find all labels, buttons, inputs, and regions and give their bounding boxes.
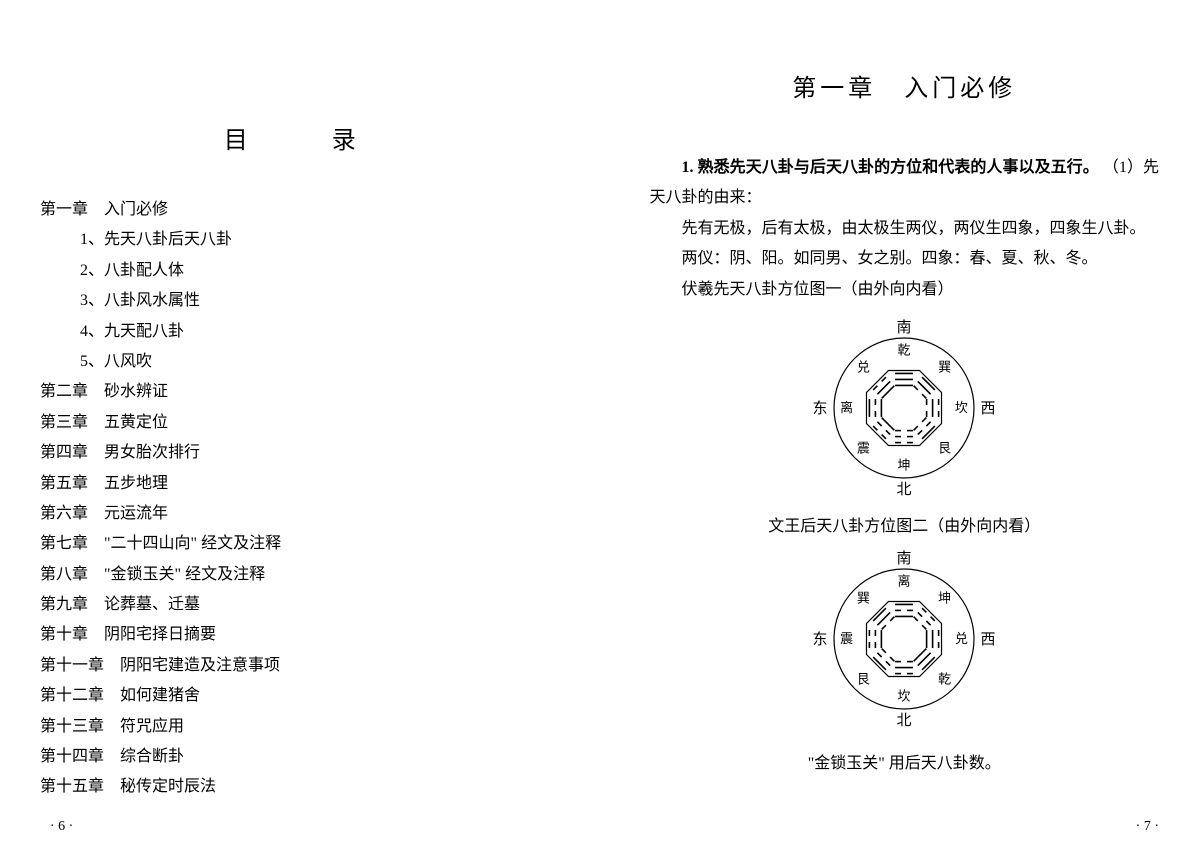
bagua-diagram-2: 离坤兑乾坎 艮 震 巽 南北 东 西: [650, 544, 1160, 739]
svg-text:坤: 坤: [938, 590, 951, 605]
toc-chapter: 第十四章 综合断卦: [40, 742, 570, 772]
para2: 先有无极，后有太极，由太极生两仪，两仪生四象，四象生八卦。: [650, 214, 1160, 244]
toc-sub-item: 2、八卦配人体: [80, 256, 570, 286]
toc-sub-item: 4、九天配八卦: [80, 317, 570, 347]
svg-text:东: 东: [813, 631, 828, 648]
toc-chapter: 第九章 论葬墓、迁墓: [40, 590, 570, 620]
toc-chapter: 第二章 砂水辨证: [40, 377, 570, 407]
svg-text:南: 南: [897, 319, 912, 336]
svg-text:巽: 巽: [938, 359, 951, 374]
toc-chapter: 第八章 "金锁玉关" 经文及注释: [40, 560, 570, 590]
toc-title: 目 录: [40, 120, 570, 155]
svg-text:震: 震: [857, 441, 870, 456]
svg-text:西: 西: [981, 632, 996, 648]
svg-text:兑: 兑: [857, 359, 870, 374]
svg-text:乾: 乾: [938, 672, 951, 687]
svg-text:坎: 坎: [898, 688, 911, 703]
svg-text:乾: 乾: [898, 343, 911, 358]
svg-text:艮: 艮: [857, 672, 870, 687]
bagua-caption-1: 文王后天八卦方位图二（由外向内看）: [650, 512, 1160, 536]
para4: 伏羲先天八卦方位图一（由外向内看）: [650, 275, 1160, 305]
bagua-diagram-1: 乾巽坎艮坤 震 离 兑 南北 东 西: [650, 313, 1160, 508]
page-number-left: · 6 ·: [50, 819, 73, 835]
toc-chapter: 第五章 五步地理: [40, 469, 570, 499]
toc-sub-item: 3、八卦风水属性: [80, 286, 570, 316]
svg-text:北: 北: [897, 712, 912, 729]
toc-chapter: 第三章 五黄定位: [40, 408, 570, 438]
toc-chapter: 第六章 元运流年: [40, 499, 570, 529]
toc-chapter: 第七章 "二十四山向" 经文及注释: [40, 529, 570, 559]
svg-text:震: 震: [840, 631, 853, 646]
svg-text:南: 南: [897, 550, 912, 567]
toc-chapter: 第十二章 如何建猪舍: [40, 681, 570, 711]
toc-chapter: 第四章 男女胎次排行: [40, 438, 570, 468]
svg-text:离: 离: [898, 574, 911, 589]
svg-text:离: 离: [840, 400, 853, 415]
toc-sub-item: 5、八风吹: [80, 347, 570, 377]
toc-sub-item: 1、先天八卦后天八卦: [80, 225, 570, 255]
svg-text:北: 北: [897, 481, 912, 498]
svg-text:东: 东: [813, 400, 828, 417]
svg-text:西: 西: [981, 401, 996, 417]
right-page: 第一章 入门必修 1. 熟悉先天八卦与后天八卦的方位和代表的人事以及五行。 （1…: [600, 0, 1199, 853]
para3: 两仪：阴、阳。如同男、女之别。四象：春、夏、秋、冬。: [650, 244, 1160, 274]
toc-chapter: 第十一章 阴阳宅建造及注意事项: [40, 651, 570, 681]
page-number-right: · 7 ·: [1136, 819, 1159, 835]
svg-text:坎: 坎: [955, 400, 968, 415]
footnote: "金锁玉关" 用后天八卦数。: [650, 749, 1160, 773]
para1: 1. 熟悉先天八卦与后天八卦的方位和代表的人事以及五行。: [682, 159, 1099, 176]
toc-chapter: 第十章 阴阳宅择日摘要: [40, 620, 570, 650]
left-page: 目 录 第一章 入门必修1、先天八卦后天八卦2、八卦配人体3、八卦风水属性4、九…: [0, 0, 600, 853]
svg-text:艮: 艮: [938, 441, 951, 456]
chapter-title: 第一章 入门必修: [650, 68, 1160, 103]
svg-text:兑: 兑: [955, 631, 968, 646]
svg-text:巽: 巽: [857, 590, 870, 605]
body-text: 1. 熟悉先天八卦与后天八卦的方位和代表的人事以及五行。 （1）先天八卦的由来：…: [650, 153, 1160, 305]
toc-chapter: 第十五章 秘传定时辰法: [40, 772, 570, 802]
toc-chapter: 第一章 入门必修: [40, 195, 570, 225]
svg-text:坤: 坤: [898, 457, 911, 472]
toc-chapter: 第十三章 符咒应用: [40, 712, 570, 742]
toc-list: 第一章 入门必修1、先天八卦后天八卦2、八卦配人体3、八卦风水属性4、九天配八卦…: [40, 195, 570, 803]
